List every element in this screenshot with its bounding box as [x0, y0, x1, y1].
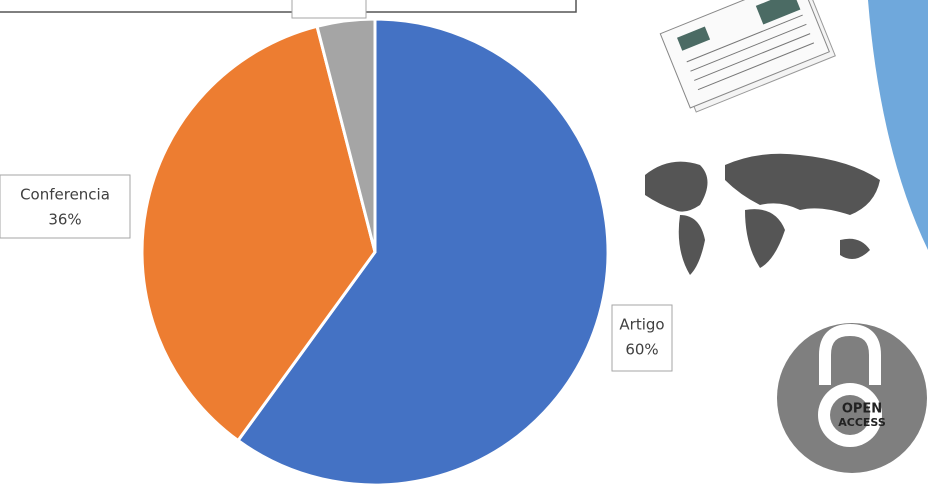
value-label: 60%: [625, 341, 658, 359]
category-label: Conferencia: [20, 186, 110, 204]
pie-slice: [315, 17, 377, 253]
decor-arc: [868, 0, 928, 250]
open-access-logo: OPEN ACCESS: [777, 323, 927, 473]
label-box: [291, 0, 367, 19]
category-label: Artigo: [619, 316, 664, 334]
newspaper-icon: [659, 0, 836, 113]
value-label: 36%: [48, 211, 81, 229]
label-box: [611, 304, 673, 372]
world-map-icon: [645, 153, 880, 275]
logo-text: ACCESS: [838, 416, 886, 429]
pie-slice: [140, 24, 377, 443]
title-box: [0, 0, 577, 13]
logo-text: OPEN: [842, 402, 882, 417]
label-box: [0, 174, 131, 239]
pie-slice: [235, 17, 610, 485]
